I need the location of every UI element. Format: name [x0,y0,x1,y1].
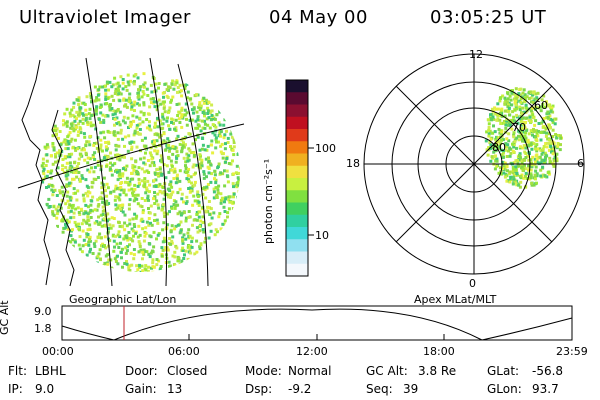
mlt-label-6: 6 [577,157,584,170]
mode-value: Normal [288,364,332,378]
seq-value: 39 [403,382,419,396]
coastline [21,59,75,287]
gain-value: 13 [167,382,183,396]
colorbar-cell [286,80,308,93]
door-value: Closed [167,364,208,378]
colorbar-unit-label: photon cm⁻²s⁻¹ [262,158,275,244]
gain-label: Gain: [125,382,157,396]
altitude-strip-plot [61,305,573,341]
geographic-image-panel [17,57,245,287]
seq-label: Seq: [366,382,393,396]
time-tick-0000: 00:00 [42,345,74,358]
date-label: 04 May 00 [269,7,368,28]
geo-caption: Geographic Lat/Lon [69,293,177,306]
colorbar-cell [286,141,308,154]
time-tick-2359: 23:59 [556,345,588,358]
colorbar-cell [286,92,308,105]
colorbar-cell [286,129,308,142]
time-tick-1200: 12:00 [296,345,328,358]
time-label: 03:05:25 UT [430,7,547,28]
mlat-label-70: 70 [512,121,526,134]
colorbar-cell [286,214,308,228]
time-tick-1800: 18:00 [423,345,455,358]
time-tick-0600: 06:00 [168,345,200,358]
ip-label: IP: [8,382,23,396]
colorbar-cell [286,165,308,179]
colorbar-tick-label-10: 10 [315,229,329,242]
colorbar-cell [286,227,308,240]
colorbar-cell [286,263,308,277]
colorbar-cell [286,239,308,252]
mlat-label-80: 80 [492,141,506,154]
glat-label: GLat: [487,364,520,378]
colorbar-cell [286,190,308,203]
glat-value: -56.8 [532,364,564,378]
mlat-label-60: 60 [534,99,548,112]
polar-caption: Apex MLat/MLT [414,293,497,306]
flt-label: Flt: [8,364,27,378]
lat-lon-grid [17,57,245,287]
colorbar-cell [286,251,308,265]
flt-value: LBHL [35,364,66,378]
altitude-y-max: 9.0 [34,305,52,318]
dsp-value: -9.2 [288,382,312,396]
polar-grid [363,53,585,275]
dsp-label: Dsp: [245,382,273,396]
polar-mlat-mlt-panel [363,53,585,275]
mlt-label-12: 12 [469,48,483,61]
mlt-label-18: 18 [346,157,360,170]
polar-emission-region [484,87,563,189]
colorbar-cell [286,202,308,216]
altitude-y-min: 1.8 [34,322,52,335]
colorbar-tick-label-100: 100 [315,142,336,155]
uv-emission-disk [40,72,240,272]
colorbar-cell [286,153,308,167]
mode-label: Mode: [245,364,282,378]
altitude-y-label: GC Alt [0,300,11,335]
glon-value: 93.7 [532,382,559,396]
gcalt-value: 3.8 Re [418,364,457,378]
altitude-curve [61,308,573,341]
colorbar-cell [286,116,308,130]
door-label: Door: [125,364,158,378]
colorbar-cell [286,104,308,118]
colorbar [285,79,314,277]
instrument-title: Ultraviolet Imager [19,7,191,28]
gcalt-label: GC Alt: [366,364,408,378]
colorbar-cell [286,178,308,191]
glon-label: GLon: [487,382,522,396]
ip-value: 9.0 [35,382,55,396]
mlt-label-0: 0 [469,277,476,290]
